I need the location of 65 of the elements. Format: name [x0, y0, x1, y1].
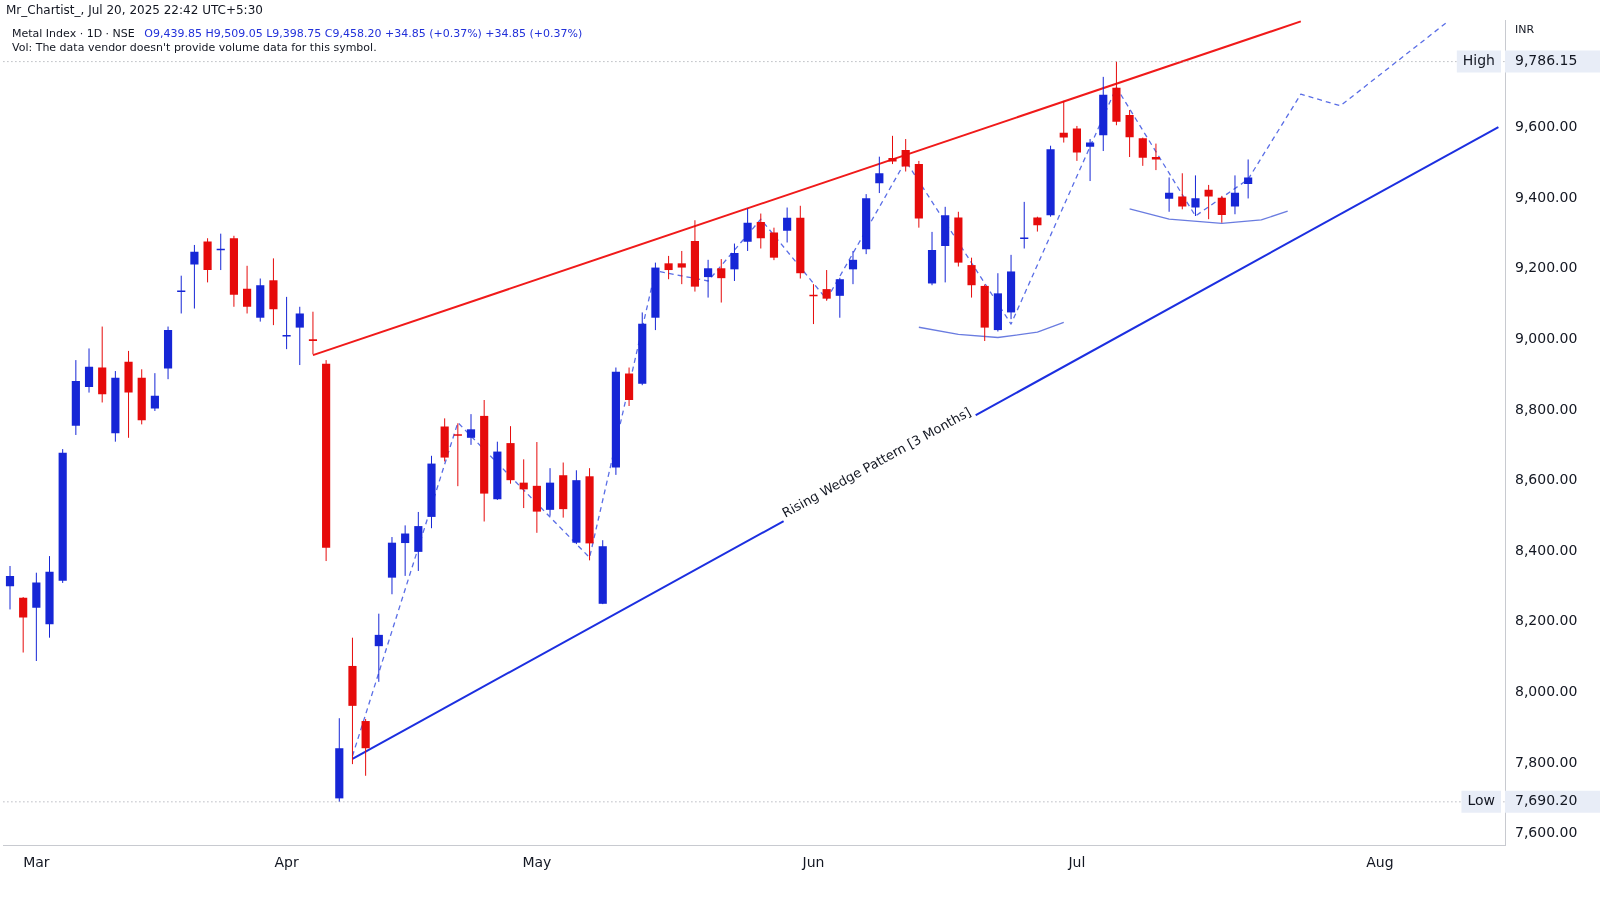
y-tick-label: 8,600.00: [1515, 471, 1578, 488]
candlestick: [295, 306, 304, 366]
candlestick: [282, 296, 291, 350]
candlestick: [5, 565, 15, 610]
candlestick: [1086, 138, 1095, 182]
candlestick: [466, 413, 476, 446]
candlestick: [967, 257, 976, 299]
text: 9,786.15: [1515, 52, 1578, 69]
candlestick: [150, 372, 159, 412]
candlestick: [453, 422, 462, 487]
text: 7,690.20: [1515, 792, 1578, 809]
candlestick: [901, 138, 910, 173]
x-tick-label: Jul: [1067, 854, 1086, 871]
candlestick: [19, 596, 28, 654]
y-tick-label: 9,600.00: [1515, 118, 1578, 134]
candlestick: [1151, 143, 1161, 171]
candlestick: [243, 265, 252, 314]
candlestick: [848, 250, 858, 285]
y-tick-label: 9,200.00: [1515, 259, 1578, 276]
text: O9,439.85 H9,509.05 L9,398.75 C9,458.20 +34.85 (+0.37%) +34.85 (+0.37%): [144, 27, 583, 40]
y-tick-label: 7,600.00: [1515, 824, 1578, 841]
candlestick: [1230, 174, 1240, 215]
candlestick: [743, 208, 752, 252]
text: Metal Index · 1D · NSE: [12, 27, 135, 40]
ref-line-label: Low: [1467, 792, 1495, 809]
annotation: Vol: The data vendor doesn't provide volume data for this symbol.: [12, 41, 377, 54]
candlestick: [374, 613, 383, 683]
candlestick: [717, 258, 726, 304]
candlestick: [401, 524, 410, 577]
candlestick: [1125, 109, 1134, 158]
candlestick: [1059, 100, 1068, 144]
candlestick: [835, 277, 844, 319]
candlestick: [1217, 195, 1226, 224]
candlestick: [888, 135, 897, 165]
candlestick: [677, 250, 686, 285]
y-tick-label: 8,000.00: [1515, 683, 1578, 700]
x-tick-label: Jun: [801, 854, 825, 871]
y-tick-label: 9,400.00: [1515, 188, 1578, 205]
y-tick-label: 8,200.00: [1515, 612, 1578, 629]
x-tick-label: Aug: [1366, 854, 1394, 871]
candlestick: [1138, 137, 1147, 167]
candlestick: [756, 213, 765, 249]
candlestick: [704, 259, 713, 299]
x-tick-label: Apr: [274, 854, 299, 871]
candlestick: [730, 243, 739, 282]
candlestick: [875, 156, 884, 194]
candlestick: [1244, 158, 1253, 199]
y-tick-label: 8,800.00: [1515, 400, 1578, 417]
candlestick: [84, 347, 94, 394]
y-axis-title: INR: [1515, 22, 1535, 36]
candlestick: [308, 311, 318, 355]
candlestick: [1165, 177, 1174, 213]
y-tick-label: 9,000.00: [1515, 329, 1578, 346]
ref-line-label: High: [1462, 52, 1496, 69]
candlestick: [1191, 174, 1200, 217]
x-tick-label: May: [522, 854, 552, 871]
candlestick: [783, 207, 792, 243]
candlestick: [822, 269, 831, 302]
x-tick-label: Mar: [23, 854, 50, 871]
candlestick: [664, 255, 673, 280]
y-tick-label: 8,400.00: [1515, 541, 1578, 558]
candlestick: [1204, 184, 1213, 220]
candlestick: [190, 244, 199, 310]
text: Mr_Chartist_, Jul 20, 2025 22:42 UTC+5:30: [6, 3, 263, 17]
y-tick-label: 7,800.00: [1515, 753, 1578, 770]
